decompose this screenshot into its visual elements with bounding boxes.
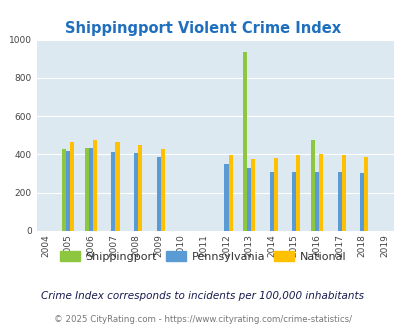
Bar (228, 155, 232, 231)
Bar (247, 168, 251, 231)
Bar (273, 158, 277, 231)
Bar (62, 149, 66, 231)
Bar (243, 52, 247, 231)
Text: Crime Index corresponds to incidents per 100,000 inhabitants: Crime Index corresponds to incidents per… (41, 291, 364, 301)
Bar (341, 155, 345, 231)
Text: Shippingport Violent Crime Index: Shippingport Violent Crime Index (65, 20, 340, 36)
Bar (310, 140, 314, 231)
Bar (292, 172, 296, 231)
Bar (89, 148, 93, 231)
Bar (138, 145, 142, 231)
Bar (314, 172, 318, 231)
Bar (296, 155, 300, 231)
Legend: Shippingport, Pennsylvania, National: Shippingport, Pennsylvania, National (55, 247, 350, 267)
Bar (111, 151, 115, 231)
Bar (134, 152, 138, 231)
Bar (160, 149, 164, 231)
Bar (359, 173, 363, 231)
Bar (363, 157, 367, 231)
Bar (85, 148, 89, 231)
Bar (93, 140, 97, 231)
Bar (269, 172, 273, 231)
Bar (66, 150, 70, 231)
Bar (156, 157, 160, 231)
Bar (251, 159, 255, 231)
Bar (318, 154, 322, 231)
Text: © 2025 CityRating.com - https://www.cityrating.com/crime-statistics/: © 2025 CityRating.com - https://www.city… (54, 315, 351, 324)
Bar (70, 142, 74, 231)
Bar (115, 142, 119, 231)
Bar (337, 172, 341, 231)
Bar (224, 164, 228, 231)
